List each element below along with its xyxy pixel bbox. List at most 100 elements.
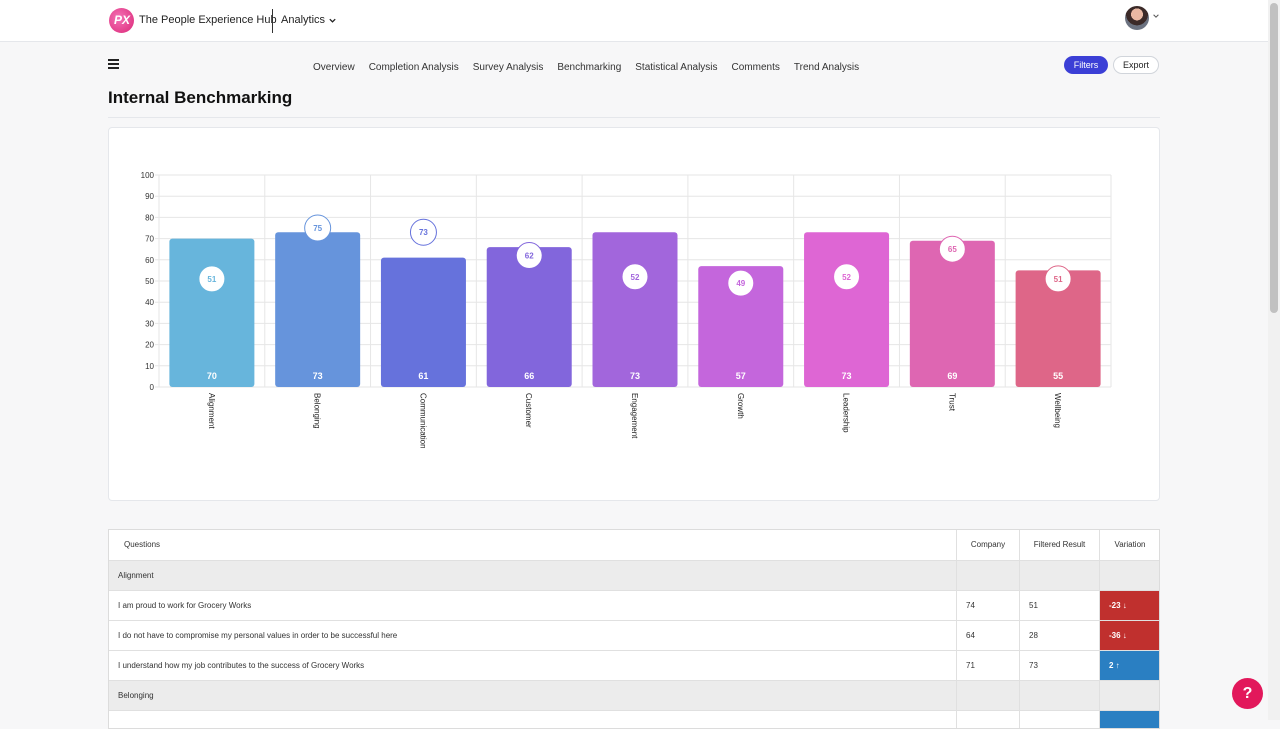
table-header-row: Questions Company Filtered Result Variat…	[109, 530, 1159, 561]
x-tick-label: Growth	[736, 393, 745, 419]
px-logo[interactable]: PX	[109, 8, 134, 33]
hamburger-menu-icon[interactable]	[108, 59, 119, 71]
y-tick-label: 60	[145, 256, 154, 265]
bar-customer	[486, 247, 572, 387]
nav-benchmarking[interactable]: Benchmarking	[557, 62, 622, 73]
title-divider	[108, 117, 1160, 118]
group-row-belonging: Belonging	[109, 680, 1159, 711]
y-tick-label: 30	[145, 319, 154, 328]
bar-value-label: 61	[418, 371, 428, 381]
nav-completion-analysis[interactable]: Completion Analysis	[368, 62, 459, 73]
company-score: 74	[956, 590, 1020, 621]
bar-communication	[380, 257, 466, 387]
filtered-value-label: 65	[948, 245, 957, 254]
filtered-marker	[621, 263, 649, 291]
top-bar: PX The People Experience Hub Analytics	[0, 0, 1268, 42]
y-tick-label: 20	[145, 341, 154, 350]
chevron-down-icon	[329, 18, 336, 23]
header-variation[interactable]: Variation	[1099, 530, 1159, 561]
filtered-value-label: 75	[313, 224, 322, 233]
filtered-marker	[938, 235, 966, 263]
y-tick-label: 50	[145, 277, 154, 286]
benchmark-bar-chart: 0 10 20 30 40 50 60 70 80 90 100 70 51 Alignment 73 75 B…	[141, 171, 1112, 449]
filtered-score: 51	[1019, 590, 1100, 621]
nav-survey-analysis[interactable]: Survey Analysis	[472, 62, 544, 73]
export-button[interactable]: Export	[1113, 56, 1159, 74]
scrollbar-thumb[interactable]	[1270, 3, 1278, 313]
y-tick-label: 90	[145, 192, 154, 201]
question-text: I am proud to work for Grocery Works	[109, 590, 958, 621]
x-tick-label: Alignment	[207, 393, 216, 429]
bar-wellbeing	[1015, 270, 1101, 387]
module-label: Analytics	[281, 14, 326, 26]
variation-badge: 2 ↑	[1099, 650, 1159, 681]
bar-growth	[698, 266, 784, 387]
bar-value-label: 73	[313, 371, 323, 381]
x-tick-label: Communication	[418, 393, 427, 449]
y-tick-label: 10	[145, 362, 154, 371]
header-company[interactable]: Company	[956, 530, 1020, 561]
table-row: I do not have to compromise my personal …	[109, 620, 1159, 651]
y-tick-label: 80	[145, 213, 154, 222]
group-label: Alignment	[109, 560, 958, 591]
nav-statistical-analysis[interactable]: Statistical Analysis	[635, 62, 718, 73]
filtered-value-label: 52	[842, 273, 851, 282]
filtered-value-label: 51	[207, 275, 216, 284]
benchmark-table: Questions Company Filtered Result Variat…	[108, 529, 1160, 729]
filtered-value-label: 49	[736, 279, 745, 288]
x-tick-label: Engagement	[630, 393, 639, 439]
help-button[interactable]: ?	[1232, 678, 1263, 709]
x-tick-label: Belonging	[313, 393, 322, 429]
x-tick-label: Customer	[524, 393, 533, 428]
nav-comments[interactable]: Comments	[731, 62, 780, 73]
nav-trend-analysis[interactable]: Trend Analysis	[793, 62, 860, 73]
company-score: 71	[956, 650, 1020, 681]
variation-badge: -23 ↓	[1099, 590, 1159, 621]
bar-engagement	[592, 232, 678, 387]
filtered-score: 73	[1019, 650, 1100, 681]
y-tick-label: 0	[150, 383, 155, 392]
user-menu-chevron-icon[interactable]	[1152, 12, 1160, 20]
filtered-value-label: 51	[1054, 275, 1063, 284]
filtered-marker	[833, 263, 861, 291]
variation-badge: -36 ↓	[1099, 620, 1159, 651]
company-score: 64	[956, 620, 1020, 651]
filtered-marker	[409, 218, 437, 246]
question-text: I understand how my job contributes to t…	[109, 650, 958, 681]
page-scrollbar[interactable]	[1268, 0, 1280, 720]
table-row: I am proud to work for Grocery Works 74 …	[109, 590, 1159, 621]
bar-value-label: 69	[947, 371, 957, 381]
bar-alignment	[169, 238, 255, 387]
y-tick-label: 100	[141, 171, 155, 180]
brand-name: The People Experience Hub	[139, 14, 277, 26]
y-tick-label: 70	[145, 235, 154, 244]
filtered-marker	[515, 242, 543, 270]
filtered-marker	[727, 269, 755, 297]
page-title: Internal Benchmarking	[108, 88, 293, 107]
bar-value-label: 73	[630, 371, 640, 381]
bar-value-label: 66	[524, 371, 534, 381]
filtered-value-label: 73	[419, 228, 428, 237]
module-switcher[interactable]: Analytics	[281, 14, 337, 26]
brand-divider	[272, 9, 273, 33]
bar-belonging	[275, 232, 361, 387]
bar-value-label: 55	[1053, 371, 1063, 381]
x-tick-label: Trust	[947, 393, 956, 412]
filters-button[interactable]: Filters	[1064, 56, 1108, 74]
bar-leadership	[804, 232, 890, 387]
table-row: I understand how my job contributes to t…	[109, 650, 1159, 681]
header-filtered-result[interactable]: Filtered Result	[1019, 530, 1100, 561]
analytics-nav: Overview Completion Analysis Survey Anal…	[313, 62, 859, 73]
x-tick-label: Leadership	[842, 393, 851, 433]
bar-value-label: 57	[736, 371, 746, 381]
user-avatar[interactable]	[1125, 6, 1149, 30]
header-questions[interactable]: Questions	[109, 530, 958, 561]
benchmark-chart-card: 0 10 20 30 40 50 60 70 80 90 100 70 51 Alignment 73 75 B…	[108, 127, 1160, 501]
bar-trust	[909, 240, 995, 387]
nav-overview[interactable]: Overview	[313, 62, 355, 73]
filtered-score: 28	[1019, 620, 1100, 651]
filtered-marker	[1044, 265, 1072, 293]
group-row-alignment: Alignment	[109, 560, 1159, 591]
y-tick-label: 40	[145, 298, 154, 307]
filtered-value-label: 52	[631, 273, 640, 282]
